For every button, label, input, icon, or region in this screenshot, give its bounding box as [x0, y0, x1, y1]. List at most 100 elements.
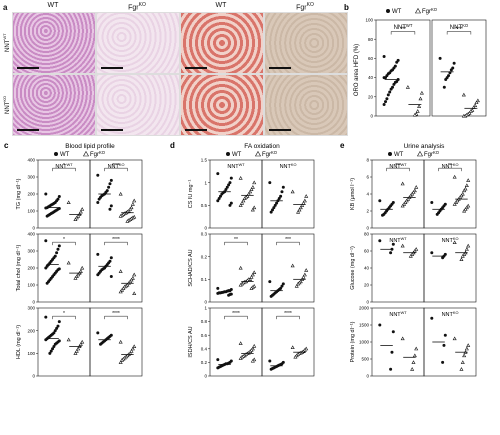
data-point-wt: [219, 194, 223, 198]
data-point-wt: [390, 350, 394, 354]
y-tick-label: 100: [27, 209, 35, 214]
data-point-ko: [412, 112, 417, 117]
y-tick-label: 0: [366, 226, 369, 231]
data-point-ko: [252, 180, 257, 185]
data-point-ko: [415, 109, 420, 113]
data-point-wt: [269, 367, 273, 371]
data-point-ko: [414, 185, 419, 189]
micrograph-image: [12, 74, 96, 136]
micrograph-column-header: FgrKO: [128, 2, 146, 12]
row-ylabel: Protein (mg dl⁻¹): [350, 321, 356, 362]
data-point-wt: [449, 68, 453, 72]
legend-label: FgrKO: [424, 150, 440, 158]
data-point-ko: [463, 207, 468, 211]
significance-bracket: [104, 241, 128, 246]
data-point-ko: [80, 339, 85, 344]
data-point-ko: [290, 345, 295, 349]
data-point-ko: [118, 213, 123, 218]
data-point-wt: [216, 358, 220, 362]
data-point-wt: [442, 85, 446, 89]
data-point-ko: [452, 202, 457, 206]
panel-title: Urine analysis: [404, 143, 446, 150]
data-point-wt: [435, 212, 439, 216]
data-point-wt: [216, 366, 220, 370]
data-point-wt: [44, 206, 48, 210]
data-point-wt: [227, 293, 231, 297]
column-title: NNTWT: [389, 237, 407, 244]
data-point-wt: [96, 252, 100, 256]
data-point-wt: [227, 183, 231, 187]
data-point-wt: [391, 330, 395, 334]
data-point-ko: [412, 188, 417, 193]
data-point-ko: [412, 248, 417, 253]
data-point-ko: [238, 203, 243, 207]
data-point-ko: [400, 203, 405, 208]
y-tick-label: 80: [364, 232, 370, 237]
data-point-ko: [454, 200, 459, 204]
data-point-ko: [408, 193, 413, 198]
data-point-ko: [464, 247, 469, 251]
scale-bar: [269, 67, 291, 69]
data-point-ko: [249, 286, 254, 290]
data-point-wt: [216, 172, 220, 176]
data-point-ko: [296, 210, 301, 214]
significance-label: *: [63, 163, 65, 169]
y-tick-label: 0.1: [201, 277, 208, 282]
data-point-ko: [74, 348, 79, 353]
significance-bracket: [104, 315, 128, 320]
column-title: NNTWT: [227, 163, 245, 170]
data-point-ko: [459, 367, 464, 371]
data-point-ko: [408, 253, 413, 258]
data-point-ko: [250, 358, 255, 363]
data-point-wt: [108, 207, 112, 211]
y-tick-label: 1.5: [201, 158, 208, 163]
data-point-ko: [132, 198, 137, 203]
data-point-wt: [224, 187, 228, 191]
data-point-wt: [96, 201, 100, 204]
significance-bracket: [104, 167, 128, 172]
y-tick-label: 8: [366, 158, 369, 163]
column-title: NNTWT: [55, 163, 73, 170]
data-point-wt: [97, 197, 101, 201]
column-title: NNTKO: [442, 163, 459, 170]
data-point-wt: [378, 323, 382, 327]
column-title: NNTKO: [280, 163, 297, 170]
column-title: NNTKO: [442, 311, 459, 318]
row-ylabel: HDL (mg dl⁻¹): [16, 325, 22, 359]
cell-frame: [423, 159, 477, 229]
legend-marker-ko: [254, 150, 262, 157]
scale-bar: [269, 129, 291, 131]
data-point-wt: [45, 281, 49, 285]
data-point-ko: [462, 188, 467, 193]
data-point-ko: [130, 276, 135, 280]
significance-label: ***: [400, 27, 406, 33]
cell-frame: [423, 233, 477, 303]
data-point-wt: [220, 192, 224, 196]
data-point-wt: [216, 291, 220, 295]
data-point-ko: [122, 284, 127, 289]
data-point-ko: [129, 205, 134, 210]
data-point-ko: [240, 200, 245, 205]
y-tick-label: 0.4: [201, 346, 208, 351]
legend-marker-wt: [226, 152, 230, 156]
data-point-wt: [56, 324, 60, 328]
data-point-ko: [120, 287, 125, 292]
y-tick-label: 0: [370, 114, 373, 119]
row-ylabel: Glucose (mg dl⁻¹): [350, 246, 356, 290]
data-point-ko: [125, 219, 130, 223]
data-point-ko: [400, 243, 405, 248]
y-tick-label: 2000: [359, 306, 370, 311]
significance-bracket: [52, 241, 76, 246]
data-point-wt: [57, 244, 61, 248]
data-point-wt: [228, 181, 232, 185]
micrograph-image: [264, 12, 348, 74]
micrograph-column-header: FgrKO: [296, 2, 314, 12]
data-point-ko: [400, 181, 405, 186]
data-point-wt: [44, 192, 48, 196]
data-point-wt: [389, 87, 393, 91]
data-point-ko: [301, 274, 306, 279]
y-tick-label: 6: [366, 175, 369, 180]
y-tick-label: 1: [204, 180, 207, 185]
significance-label: **: [234, 237, 238, 243]
